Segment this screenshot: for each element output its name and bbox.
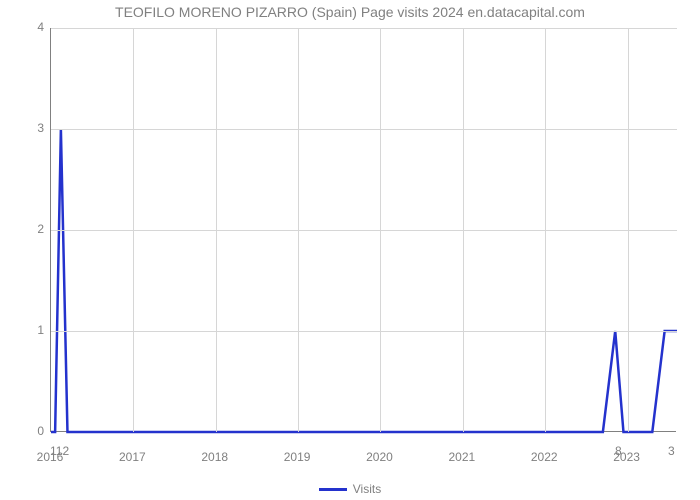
plot-area (50, 28, 676, 432)
gridline-v (298, 28, 299, 432)
xtick-label: 2022 (531, 450, 558, 464)
extra-label: 112 (50, 444, 69, 458)
gridline-h (51, 28, 677, 29)
gridline-v (216, 28, 217, 432)
gridline-v (133, 28, 134, 432)
xtick-label: 2020 (366, 450, 393, 464)
visits-line (51, 129, 677, 432)
ytick-label: 4 (20, 20, 44, 34)
ytick-label: 1 (20, 323, 44, 337)
ytick-label: 2 (20, 222, 44, 236)
xtick-label: 2017 (119, 450, 146, 464)
xtick-label: 2019 (284, 450, 311, 464)
legend-label: Visits (353, 482, 381, 496)
legend: Visits (0, 482, 700, 496)
gridline-v (545, 28, 546, 432)
ytick-label: 0 (20, 424, 44, 438)
gridline-h (51, 331, 677, 332)
gridline-h (51, 230, 677, 231)
xtick-label: 2021 (448, 450, 475, 464)
chart-container: TEOFILO MORENO PIZARRO (Spain) Page visi… (0, 0, 700, 500)
ytick-label: 3 (20, 121, 44, 135)
extra-label: 8 (615, 444, 622, 458)
xtick-label: 2018 (201, 450, 228, 464)
legend-swatch (319, 488, 347, 491)
gridline-h (51, 129, 677, 130)
gridline-v (380, 28, 381, 432)
chart-title: TEOFILO MORENO PIZARRO (Spain) Page visi… (0, 4, 700, 20)
gridline-v (463, 28, 464, 432)
gridline-v (628, 28, 629, 432)
extra-label: 3 (668, 444, 675, 458)
